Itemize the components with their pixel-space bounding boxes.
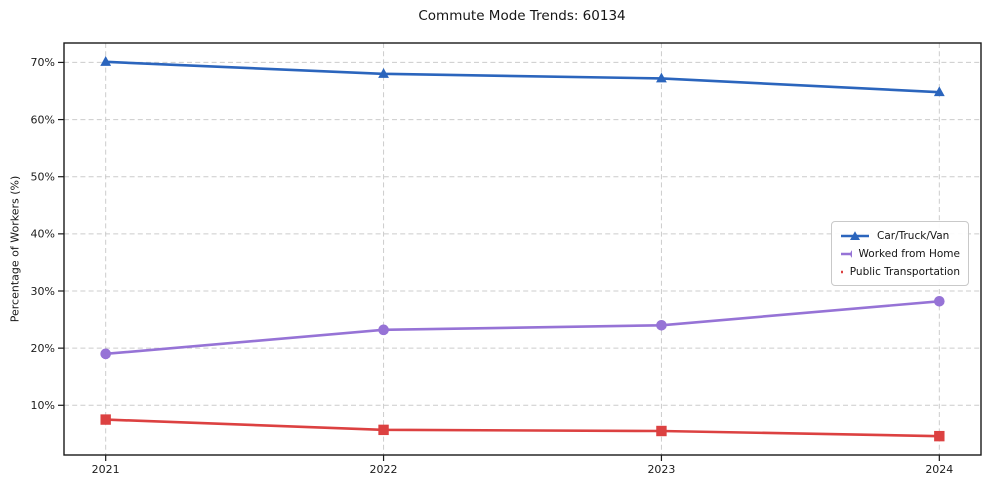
y-axis-label: Percentage of Workers (%): [8, 175, 22, 323]
y-tick-label: 60%: [31, 113, 55, 126]
series-line-car-truck-van: [104, 60, 941, 94]
legend-label: Public Transportation: [849, 265, 960, 278]
y-tick-label: 30%: [31, 285, 55, 298]
data-point-car-truck-van: [933, 86, 945, 97]
data-point-public-transportation: [100, 414, 111, 425]
data-point-public-transportation: [934, 430, 945, 442]
y-tick-label: 50%: [31, 171, 55, 184]
data-point-worked-from-home: [656, 319, 667, 331]
legend-label: Car/Truck/Van: [877, 229, 950, 242]
axes-spines: [63, 42, 982, 456]
legend-item-car-truck-van: Car/Truck/Van: [840, 228, 960, 243]
data-point-public-transportation: [378, 424, 389, 436]
x-tick-label: 2021: [92, 463, 120, 476]
chart-title: Commute Mode Trends: 60134: [418, 8, 626, 24]
series-line-worked-from-home: [104, 299, 941, 356]
x-tick-label: 2023: [647, 463, 675, 476]
legend: Car/Truck/Van Worked from Home Public Tran…: [831, 221, 969, 286]
legend-label: Worked from Home: [858, 247, 960, 260]
legend-square-marker-icon: [841, 270, 843, 273]
y-tick-label: 20%: [31, 342, 55, 355]
data-point-worked-from-home: [934, 295, 945, 307]
x-tick-label: 2022: [370, 463, 398, 476]
data-point-worked-from-home: [378, 324, 389, 336]
data-point-worked-from-home: [100, 348, 111, 360]
legend-item-worked-from-home: Worked from Home: [840, 246, 960, 261]
legend-triangle-marker-icon: [841, 230, 869, 240]
y-tick-label: 70%: [31, 56, 55, 69]
series-line-public-transportation: [104, 418, 941, 438]
data-point-public-transportation: [656, 425, 667, 437]
legend-item-public-transportation: Public Transportation: [840, 264, 960, 279]
y-tick-label: 40%: [31, 228, 55, 241]
x-tick-label: 2024: [925, 463, 953, 476]
data-point-car-truck-van: [656, 72, 667, 83]
data-point-car-truck-van: [378, 68, 389, 78]
legend-circle-marker-icon: [841, 250, 852, 257]
y-tick-label: 10%: [31, 399, 55, 412]
data-point-car-truck-van: [100, 56, 112, 66]
